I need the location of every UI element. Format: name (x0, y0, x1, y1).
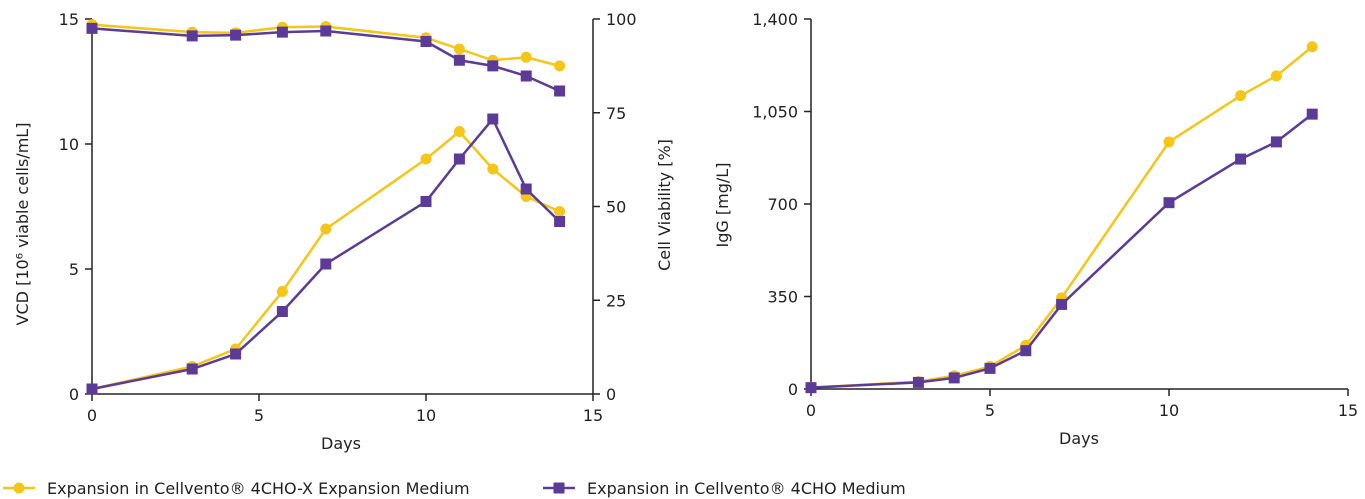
x-tick-label: 0 (806, 401, 816, 420)
chart-igg: 0 350 700 1,050 1,400 0 5 10 15 (752, 10, 1358, 420)
data-point (554, 216, 566, 227)
data-point (1235, 90, 1247, 102)
data-point (1056, 298, 1068, 310)
data-point (1306, 108, 1318, 120)
data-point (1163, 136, 1175, 148)
x-tick-label: 0 (87, 406, 97, 425)
data-point (230, 348, 242, 360)
y-tick-label-right: 75 (606, 104, 626, 123)
data-point (86, 383, 98, 395)
data-point (420, 196, 432, 207)
x-tick-label: 10 (416, 406, 436, 425)
data-point (520, 70, 532, 82)
data-point (948, 372, 960, 384)
data-point (420, 153, 432, 165)
series-line-3 (91, 27, 561, 93)
x-axis-title-right: Days (1059, 429, 1099, 448)
data-point (320, 223, 332, 235)
data-point (276, 26, 288, 38)
data-point (805, 382, 817, 394)
x-axis-title-left: Days (321, 434, 361, 453)
data-point (1163, 197, 1175, 209)
data-point (86, 22, 98, 34)
data-point (487, 113, 499, 125)
legend: Expansion in Cellvento® 4CHO-X Expansion… (3, 479, 906, 498)
data-point (420, 36, 432, 47)
y-tick-label: 0 (788, 380, 798, 399)
y-tick-label-right: 0 (606, 385, 616, 404)
y-tick-label: 700 (767, 195, 798, 214)
x-tick-label: 5 (985, 401, 995, 420)
legend-square-marker (553, 482, 565, 494)
data-point (320, 258, 332, 270)
y-tick-label-right: 100 (606, 10, 637, 29)
data-point (453, 43, 465, 55)
legend-item-4cho: Expansion in Cellvento® 4CHO Medium (543, 479, 906, 498)
legend-label-4cho-x: Expansion in Cellvento® 4CHO-X Expansion… (47, 479, 470, 498)
data-point (554, 85, 566, 97)
x-tick-label: 15 (583, 406, 603, 425)
y-axis-title-igg: IgG [mg/L] (713, 163, 732, 248)
data-point (912, 376, 924, 388)
series-line-1 (91, 116, 561, 391)
data-point (276, 306, 288, 317)
legend-item-4cho-x: Expansion in Cellvento® 4CHO-X Expansion… (3, 479, 470, 498)
series-line-0 (91, 129, 561, 391)
data-point (554, 206, 566, 217)
data-point (487, 60, 499, 72)
y-tick-label: 350 (767, 288, 798, 307)
data-point (186, 363, 198, 375)
series-line-0 (810, 45, 1313, 389)
data-point (453, 126, 465, 137)
data-point (487, 163, 499, 175)
data-point (984, 362, 996, 374)
data-point (1270, 136, 1282, 148)
data-point (520, 183, 532, 195)
data-point (520, 51, 532, 63)
series-line-2 (91, 23, 560, 68)
data-point (186, 30, 198, 42)
y-tick-label-left: 10 (59, 135, 79, 154)
data-point (453, 54, 465, 66)
legend-label-4cho: Expansion in Cellvento® 4CHO Medium (587, 479, 906, 498)
data-point (320, 25, 332, 37)
y-tick-label-left: 5 (69, 260, 79, 279)
y-tick-label-right: 50 (606, 198, 626, 217)
data-point (453, 153, 465, 165)
y-tick-label: 1,050 (752, 103, 798, 122)
data-point (554, 60, 566, 72)
data-point (276, 286, 288, 297)
legend-circle-marker (13, 482, 25, 494)
data-point (1270, 70, 1282, 82)
y-axis-title-vcd: VCD [10⁶ viable cells/mL] (13, 123, 32, 326)
y-tick-label: 1,400 (752, 10, 798, 29)
y-axis-title-viability: Cell Viability [%] (655, 139, 674, 271)
data-point (1306, 41, 1318, 53)
data-point (1020, 345, 1032, 357)
x-tick-label: 10 (1159, 401, 1179, 420)
y-tick-label-right: 25 (606, 291, 626, 310)
x-tick-label: 5 (254, 406, 264, 425)
data-point (230, 29, 242, 41)
x-tick-label: 15 (1338, 401, 1358, 420)
series-line-1 (810, 113, 1313, 389)
data-point (1235, 153, 1247, 165)
y-tick-label-left: 15 (59, 10, 79, 29)
y-tick-label-left: 0 (69, 385, 79, 404)
